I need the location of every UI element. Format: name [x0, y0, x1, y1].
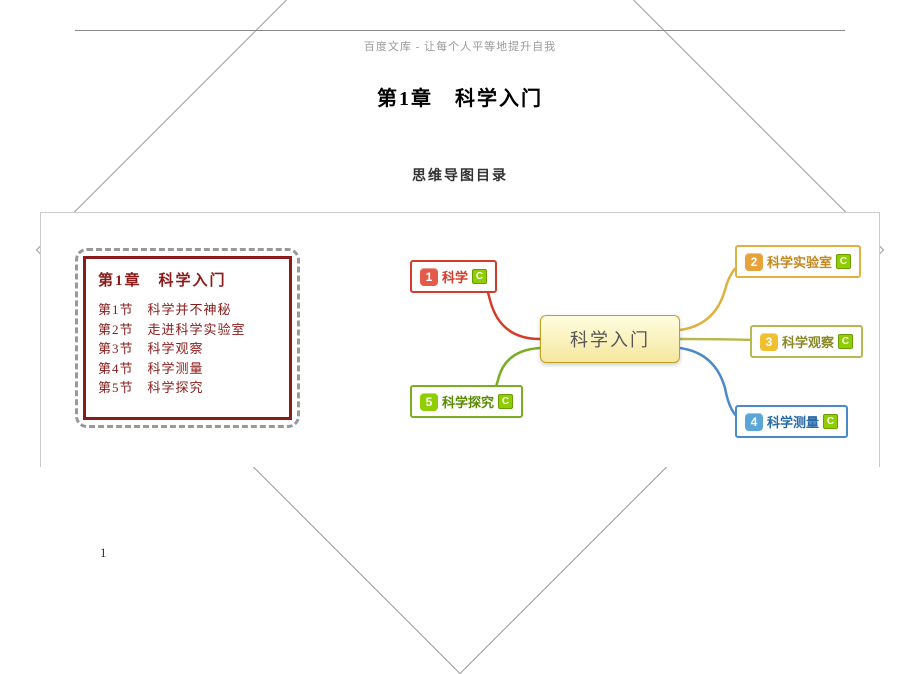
- branch-label: 科学测量: [767, 412, 819, 431]
- page-subtitle: 思维导图目录: [0, 165, 920, 185]
- toc-inner: 第1章 科学入门 第1节 科学并不神秘 第2节 走进科学实验室 第3节 科学观察…: [83, 256, 292, 420]
- branch-label: 科学探究: [442, 392, 494, 411]
- branch-label: 科学实验室: [767, 252, 832, 271]
- branch-label: 科学观察: [782, 332, 834, 351]
- mindmap-branch-2: 2科学实验室 C: [735, 245, 861, 278]
- toc-section: 第3节 科学观察: [98, 339, 277, 359]
- toc-box: 第1章 科学入门 第1节 科学并不神秘 第2节 走进科学实验室 第3节 科学观察…: [75, 248, 300, 428]
- c-badge-icon: C: [823, 414, 838, 429]
- branch-label: 科学: [442, 267, 468, 286]
- toc-section: 第2节 走进科学实验室: [98, 320, 277, 340]
- mindmap-center-node: 科学入门: [540, 315, 680, 363]
- header-caption: 百度文库 - 让每个人平等地提升自我: [0, 38, 920, 54]
- mindmap-branch-3: 3科学观察 C: [750, 325, 863, 358]
- branch-number-badge: 3: [760, 333, 778, 351]
- branch-number-badge: 2: [745, 253, 763, 271]
- branch-number-badge: 5: [420, 393, 438, 411]
- mindmap-branch-1: 1科学 C: [410, 260, 497, 293]
- top-rule: [75, 30, 845, 31]
- page: 百度文库 - 让每个人平等地提升自我 第1章 科学入门 思维导图目录 第1章 科…: [0, 0, 920, 651]
- toc-section: 第5节 科学探究: [98, 378, 277, 398]
- c-badge-icon: C: [498, 394, 513, 409]
- c-badge-icon: C: [472, 269, 487, 284]
- branch-number-badge: 4: [745, 413, 763, 431]
- c-badge-icon: C: [838, 334, 853, 349]
- mindmap-branch-4: 4科学测量 C: [735, 405, 848, 438]
- page-title: 第1章 科学入门: [0, 82, 920, 111]
- mindmap-branch-5: 5科学探究 C: [410, 385, 523, 418]
- toc-section: 第1节 科学并不神秘: [98, 300, 277, 320]
- branch-number-badge: 1: [420, 268, 438, 286]
- page-number: 1: [100, 545, 107, 561]
- mindmap: 科学入门 1科学 C 2科学实验室 C 3科学观察 C 4科学测量 C 5科学探究 C: [380, 220, 870, 460]
- c-badge-icon: C: [836, 254, 851, 269]
- toc-header: 第1章 科学入门: [98, 269, 277, 290]
- toc-section: 第4节 科学测量: [98, 359, 277, 379]
